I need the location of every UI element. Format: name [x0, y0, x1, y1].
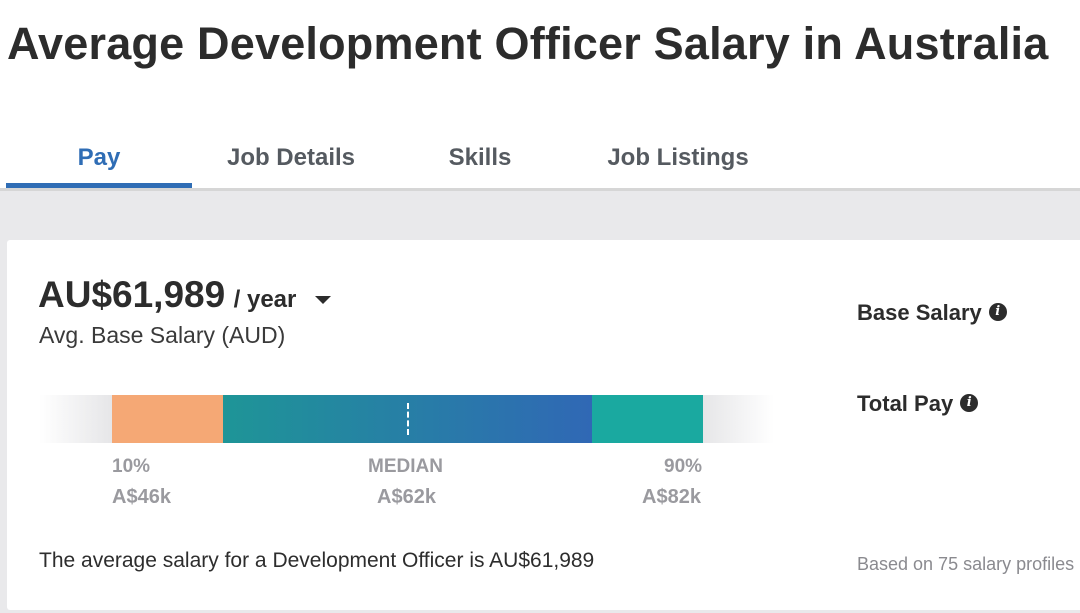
p10-label: 10%	[112, 456, 151, 477]
salary-period[interactable]: / year	[233, 286, 297, 313]
tab-bar: Pay Job Details Skills Job Listings	[6, 130, 1080, 190]
range-segment-low	[112, 395, 223, 443]
median-marker	[407, 403, 409, 435]
salary-headline: AU$61,989 / year	[38, 274, 331, 316]
range-fade-right	[703, 395, 774, 443]
tab-divider	[0, 188, 1080, 191]
range-segment-high	[592, 395, 703, 443]
median-value: A$62k	[377, 486, 436, 508]
range-fade-left	[39, 395, 112, 443]
tab-job-listings[interactable]: Job Listings	[607, 144, 749, 171]
salary-summary: The average salary for a Development Off…	[39, 549, 595, 572]
info-icon[interactable]: i	[960, 394, 979, 413]
salary-range-bar	[39, 395, 774, 443]
median-label: MEDIAN	[368, 456, 443, 477]
salary-subtitle: Avg. Base Salary (AUD)	[39, 322, 286, 348]
salary-profiles-count: Based on 75 salary profiles	[857, 554, 1075, 574]
salary-card: AU$61,989 / year Avg. Base Salary (AUD) …	[7, 240, 1080, 610]
p90-label: 90%	[664, 456, 703, 477]
info-icon[interactable]: i	[988, 303, 1007, 322]
tab-job-details[interactable]: Job Details	[226, 144, 356, 171]
chevron-down-icon[interactable]	[314, 295, 331, 304]
p10-value: A$46k	[112, 486, 171, 508]
active-tab-indicator	[6, 183, 192, 188]
tab-pay[interactable]: Pay	[77, 144, 121, 171]
page-title: Average Development Officer Salary in Au…	[7, 18, 1049, 69]
base-salary-label: Base Salary	[857, 300, 982, 325]
tab-skills[interactable]: Skills	[448, 144, 512, 171]
base-salary-heading: Base Salary i	[857, 300, 1007, 326]
total-pay-label: Total Pay	[857, 391, 954, 416]
salary-amount: AU$61,989	[38, 274, 226, 315]
p90-value: A$82k	[642, 486, 701, 508]
total-pay-heading: Total Pay i	[857, 391, 979, 417]
